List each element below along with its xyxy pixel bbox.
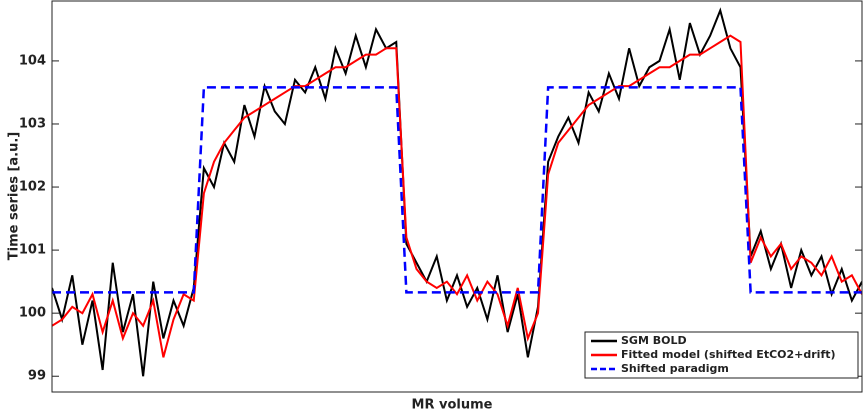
series-line [52,86,862,294]
y-tick-label: 100 [19,306,46,321]
plot-area [52,1,862,392]
series-line [52,7,862,377]
y-tick-label: 99 [28,369,46,384]
legend-label: Shifted paradigm [621,362,729,375]
y-tick-label: 101 [19,243,46,258]
legend-box [584,331,859,379]
y-tick-label: 103 [19,116,46,131]
x-axis-label: MR volume [412,398,493,413]
series-line [52,34,862,358]
legend-label: Fitted model (shifted EtCO2+drift) [621,348,836,361]
y-tick-label: 104 [19,53,46,68]
y-axis-label: Time series [a.u.] [7,132,22,261]
y-tick-label: 102 [19,180,46,195]
plot-frame [51,0,863,393]
legend-label: SGM BOLD [621,334,687,347]
